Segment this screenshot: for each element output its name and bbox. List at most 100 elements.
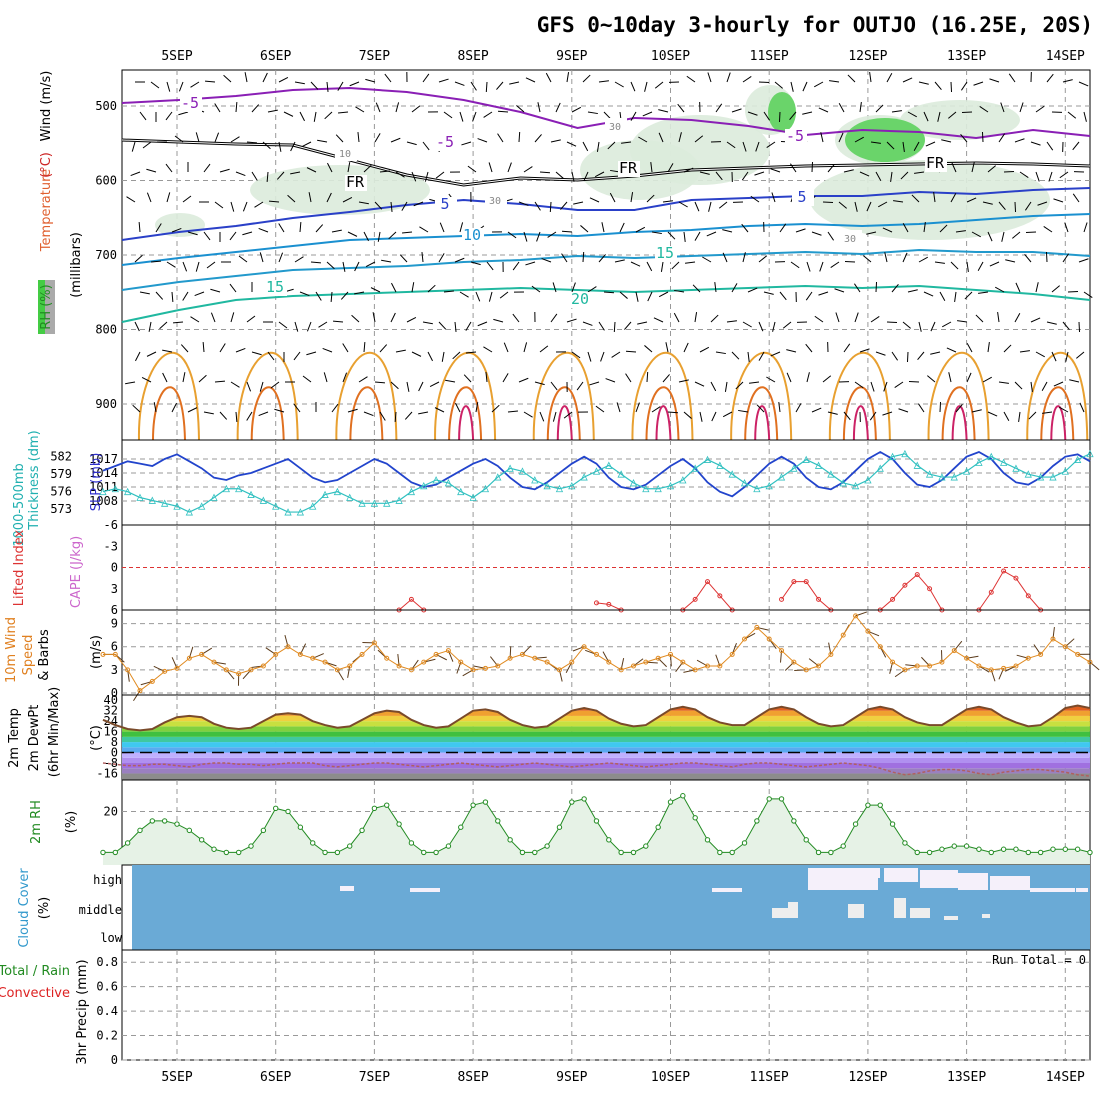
- high-cloud-block: [920, 870, 958, 888]
- thickness-marker: [617, 470, 625, 478]
- wind-barb: [523, 411, 533, 418]
- rh-marker: [347, 843, 353, 849]
- wind-barb: [995, 286, 1005, 293]
- cloud-axis-label: (%): [37, 897, 52, 920]
- wind-speed-marker: [890, 659, 896, 665]
- thickness-marker: [333, 487, 342, 496]
- bottom-date-label: 5SEP: [161, 1070, 192, 1085]
- wind-barb: [390, 312, 396, 323]
- wind-barb: [571, 106, 582, 113]
- wind-barb: [223, 74, 232, 83]
- wind-barb: [219, 343, 226, 353]
- isotherm-loop: [448, 386, 483, 441]
- slp-tick-label: 1008: [89, 494, 118, 508]
- high-cloud-block: [884, 868, 918, 882]
- contour-label: -5: [181, 94, 199, 112]
- rh-marker: [939, 846, 945, 852]
- wind-barb: [146, 192, 152, 203]
- wind-speed-marker: [581, 644, 587, 650]
- wind-tick-label: 6: [111, 640, 118, 654]
- wind-barb: [1030, 141, 1041, 146]
- rh-marker: [334, 849, 341, 856]
- wind-barb: [818, 107, 829, 113]
- wind-barb: [342, 197, 353, 203]
- wind-barb: [653, 317, 664, 323]
- wind-speed-marker: [260, 663, 266, 669]
- wind-barb: [395, 349, 406, 353]
- wind-barb: [165, 163, 173, 173]
- wind-barb: [822, 375, 832, 383]
- rh-marker: [741, 840, 748, 846]
- wind-barb: [811, 231, 822, 236]
- wind-barb: [571, 351, 581, 359]
- thickness-marker: [383, 499, 391, 507]
- thickness-marker: [999, 458, 1008, 466]
- wind-barb: [707, 72, 712, 83]
- wind-barb: [987, 411, 998, 417]
- wind-barb: [536, 231, 541, 242]
- wind-barb: [552, 411, 557, 422]
- rh-marker: [223, 849, 230, 856]
- wind-barb: [694, 381, 705, 387]
- wind-barb: [854, 312, 859, 323]
- isotherm-loop: [754, 405, 771, 441]
- lifted-index-panel: -6 -3 0 3 6 Lifted Index CAPE (J/kg): [12, 518, 1091, 617]
- thickness-marker: [654, 484, 662, 493]
- wind-barb: [1064, 222, 1069, 233]
- rh-marker: [630, 849, 637, 856]
- wind-speed-marker: [902, 667, 908, 673]
- rh-marker: [1037, 849, 1044, 856]
- temp-tick-label: 16: [104, 725, 118, 739]
- wind-barb: [401, 201, 408, 211]
- li-tick-label: 0: [111, 561, 118, 575]
- wind-barb: [251, 171, 258, 181]
- wind-barb: [466, 351, 477, 354]
- upper-axis-label: (°C): [39, 152, 54, 178]
- wind-speed-marker: [779, 648, 785, 654]
- wind-barb: [763, 291, 774, 295]
- precip-tick-label: 0.8: [96, 955, 118, 969]
- wind-barb: [310, 81, 319, 90]
- wind-barb: [811, 161, 814, 173]
- wind-barb: [166, 192, 171, 203]
- wind-barb: [741, 171, 749, 181]
- top-date-label: 12SEP: [848, 49, 887, 64]
- wind-barb: [708, 201, 712, 212]
- wind-barb: [918, 81, 929, 85]
- rh-marker: [877, 802, 883, 808]
- wind-barb: [375, 102, 381, 113]
- rh-marker: [198, 837, 205, 843]
- thickness-marker: [222, 484, 230, 493]
- wind-barb: [491, 404, 500, 413]
- high-cloud-block: [712, 888, 742, 892]
- wind-barb: [651, 231, 662, 235]
- wind-barb: [758, 255, 768, 263]
- wind-barb: [989, 78, 1000, 83]
- wind-barb: [951, 162, 957, 173]
- wind-barb: [1005, 259, 1016, 263]
- thickness-marker: [901, 449, 909, 458]
- wind-axis-label: Speed: [21, 635, 36, 676]
- wind-barb: [434, 407, 445, 413]
- thickness-marker: [679, 476, 687, 484]
- wind-barb: [214, 103, 221, 113]
- lifted-index-marker: [705, 579, 711, 585]
- high-cloud-block: [1030, 888, 1075, 892]
- wind-barb: [859, 348, 870, 353]
- wind-barb: [422, 73, 430, 83]
- thickness-marker: [765, 481, 773, 490]
- wind-speed-marker: [248, 667, 254, 673]
- wind-barb: [539, 411, 545, 422]
- isotherm-loop: [927, 351, 990, 441]
- wind-barb: [459, 111, 464, 122]
- rh-marker: [643, 843, 649, 849]
- wind-barb: [822, 201, 834, 204]
- rh-marker: [692, 815, 698, 821]
- wind-barb: [293, 403, 301, 413]
- bottom-date-label: 11SEP: [750, 1070, 789, 1085]
- wind-barb: [299, 111, 305, 122]
- thickness-marker: [728, 470, 736, 478]
- wind-barb: [235, 171, 246, 177]
- lifted-index-marker: [1001, 568, 1007, 574]
- temp-band: [122, 757, 1090, 763]
